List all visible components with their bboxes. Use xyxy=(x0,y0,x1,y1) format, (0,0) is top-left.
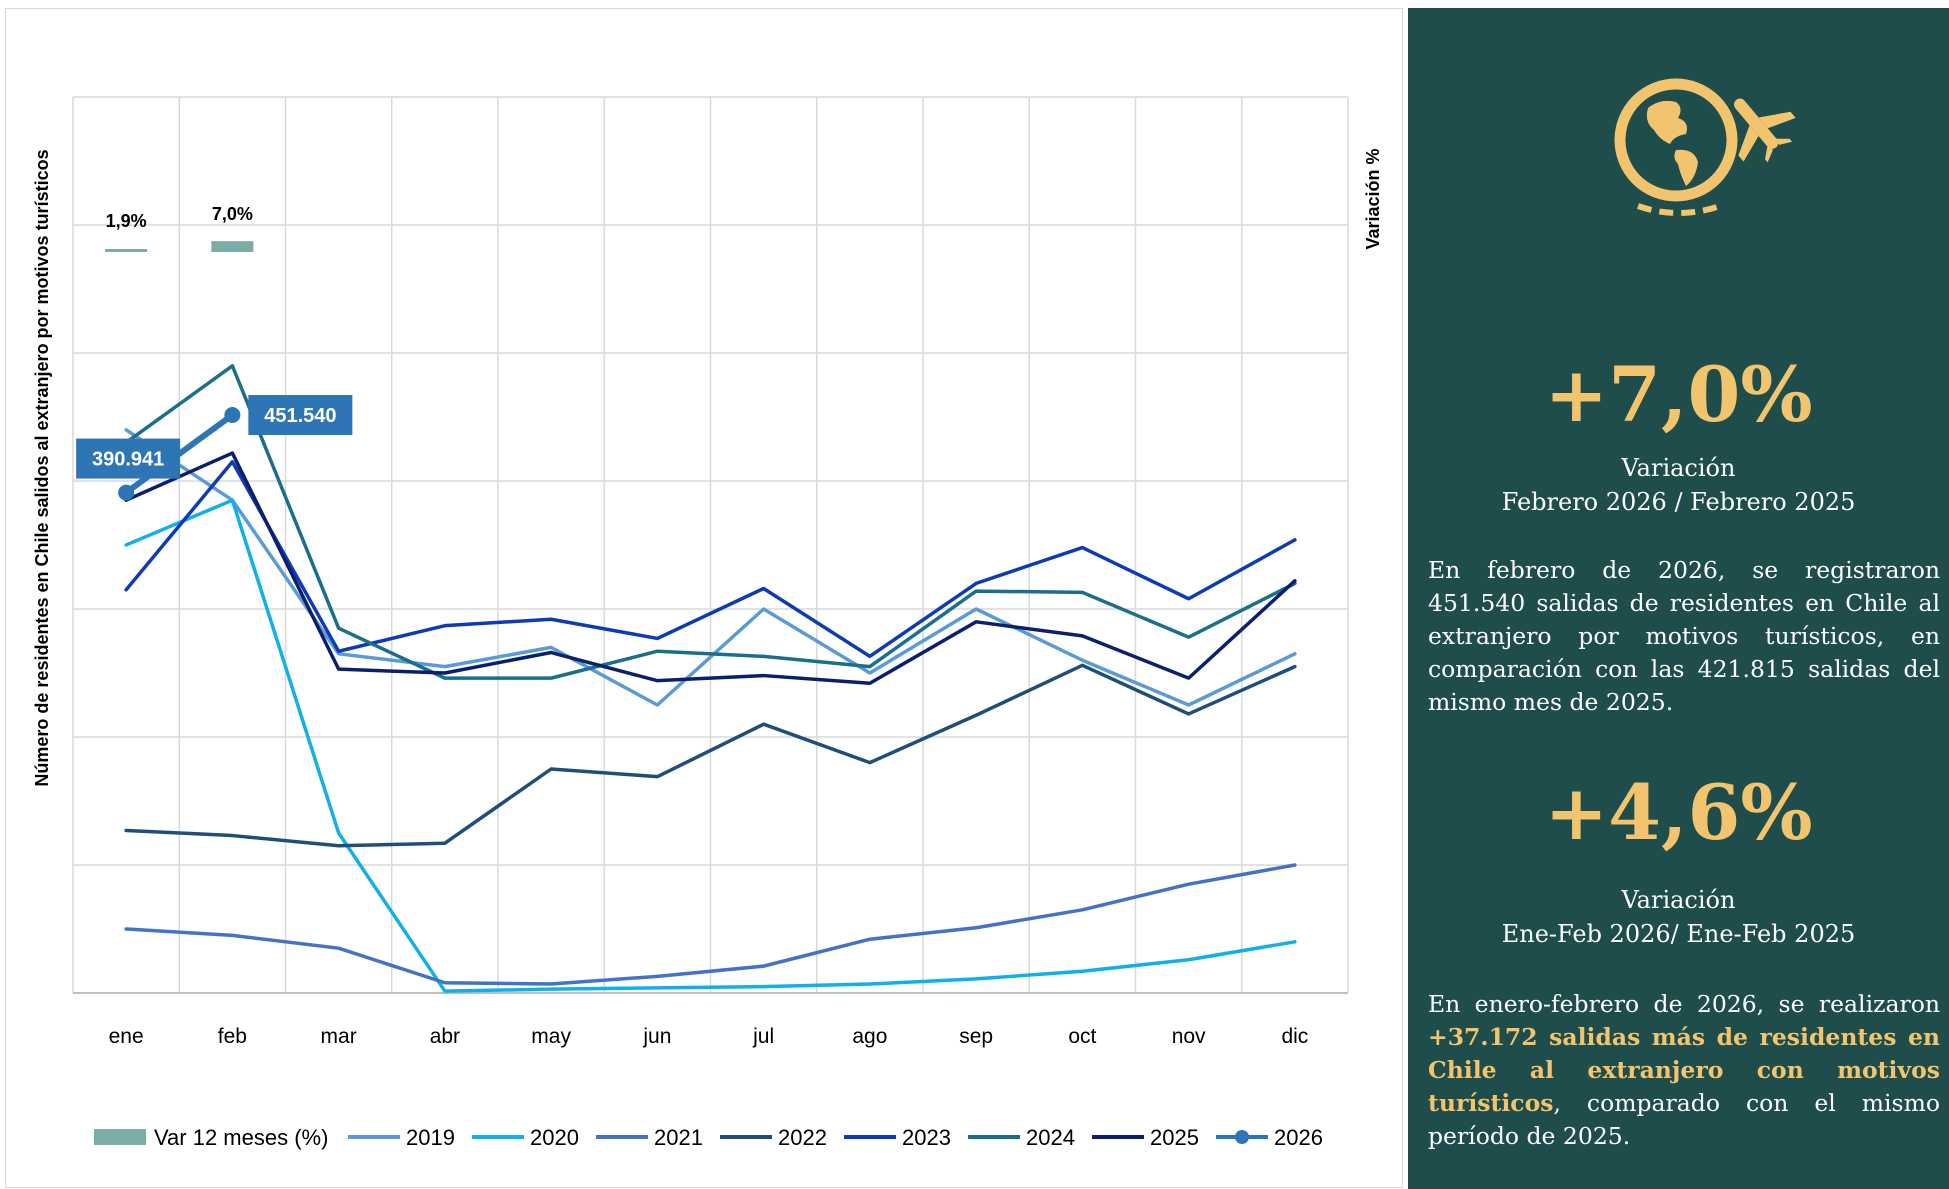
x-tick-label: nov xyxy=(1172,1025,1206,1048)
data-label: 390.941 xyxy=(92,449,164,471)
series-line-2019 xyxy=(124,428,1297,707)
legend-label: Var 12 meses (%) xyxy=(154,1125,328,1150)
ytd-text-after: , comparado con el mismo período de 2025… xyxy=(1428,1089,1940,1150)
series-lines xyxy=(123,364,1297,993)
variation-bar-label: 1,9% xyxy=(106,211,147,231)
variation-bar-label: 7,0% xyxy=(212,204,253,224)
chart-legend: Var 12 meses (%) 2019 2020 2021 2022 2023 2024… xyxy=(94,1125,1323,1150)
data-label-box xyxy=(248,395,353,436)
x-tick-label: mar xyxy=(321,1025,357,1048)
ytd-text-highlight: +37.172 salidas más de residentes en Chi… xyxy=(1428,1023,1940,1117)
monthly-description: En febrero de 2026, se registraron 451.5… xyxy=(1428,556,1940,716)
x-tick-label: oct xyxy=(1068,1025,1096,1048)
legend-swatch xyxy=(94,1129,146,1145)
series-line-2021 xyxy=(124,863,1297,986)
x-tick-label: abr xyxy=(430,1025,460,1048)
chart-grid xyxy=(72,96,1349,994)
y2-axis-label: Variación % xyxy=(1363,148,1383,249)
legend-label: 2024 xyxy=(1026,1125,1075,1150)
line-chart: 1,9% 7,0% 390.941 451.540 ene feb mar abr may j… xyxy=(32,96,1383,1150)
ytd-variation-value: +4,6% xyxy=(1544,768,1813,857)
legend-label: 2026 xyxy=(1274,1125,1323,1150)
x-tick-label: feb xyxy=(218,1025,247,1048)
globe-airplane-icon xyxy=(1614,78,1796,216)
series-line-2020 xyxy=(124,498,1297,993)
variation-bar xyxy=(211,241,254,252)
data-label-box xyxy=(76,438,181,479)
x-tick-label: dic xyxy=(1281,1025,1308,1048)
data-label: 451.540 xyxy=(264,405,336,427)
x-tick-label: ago xyxy=(852,1025,887,1048)
legend-marker xyxy=(1235,1130,1249,1144)
chart-panel: 1,9% 7,0% 390.941 451.540 ene feb mar abr may j… xyxy=(5,8,1403,1188)
monthly-variation-value: +7,0% xyxy=(1544,350,1813,439)
legend-label: 2020 xyxy=(530,1125,579,1150)
ytd-variation-label-2: Ene-Feb 2026/ Ene-Feb 2025 xyxy=(1501,920,1856,948)
x-tick-label: sep xyxy=(959,1025,993,1048)
variation-bar xyxy=(105,249,148,252)
x-tick-label: may xyxy=(531,1025,571,1048)
ytd-description: En enero-febrero de 2026, se realizaron … xyxy=(1428,988,1940,1153)
series-line-2023 xyxy=(124,460,1297,659)
legend-label: 2022 xyxy=(778,1125,827,1150)
legend-label: 2025 xyxy=(1150,1125,1199,1150)
x-tick-labels: ene feb mar abr may jun jul ago sep oct nov dic xyxy=(109,1025,1309,1048)
series-line-2025 xyxy=(124,451,1297,685)
series-line-2024 xyxy=(124,364,1297,680)
x-tick-label: ene xyxy=(109,1025,144,1048)
legend-label: 2019 xyxy=(406,1125,455,1150)
legend-label: 2021 xyxy=(654,1125,703,1150)
series-point-2026 xyxy=(224,407,241,424)
series-point-2026 xyxy=(118,484,135,501)
series-markers: 390.941 451.540 xyxy=(76,395,353,501)
variation-bars: 1,9% 7,0% xyxy=(105,204,254,252)
x-tick-label: jul xyxy=(752,1025,774,1048)
ytd-text-before: En enero-febrero de 2026, se realizaron xyxy=(1428,990,1940,1018)
summary-panel: +7,0% Variación Febrero 2026 / Febrero 2… xyxy=(1408,8,1949,1189)
x-tick-label: jun xyxy=(642,1025,671,1048)
legend-label: 2023 xyxy=(902,1125,951,1150)
ytd-variation-label-1: Variación xyxy=(1621,886,1736,914)
series-line-2022 xyxy=(124,663,1297,848)
monthly-variation-label-1: Variación xyxy=(1621,454,1736,482)
monthly-variation-label-2: Febrero 2026 / Febrero 2025 xyxy=(1501,488,1856,516)
y-axis-label: Número de residentes en Chile salidos al… xyxy=(32,149,52,786)
